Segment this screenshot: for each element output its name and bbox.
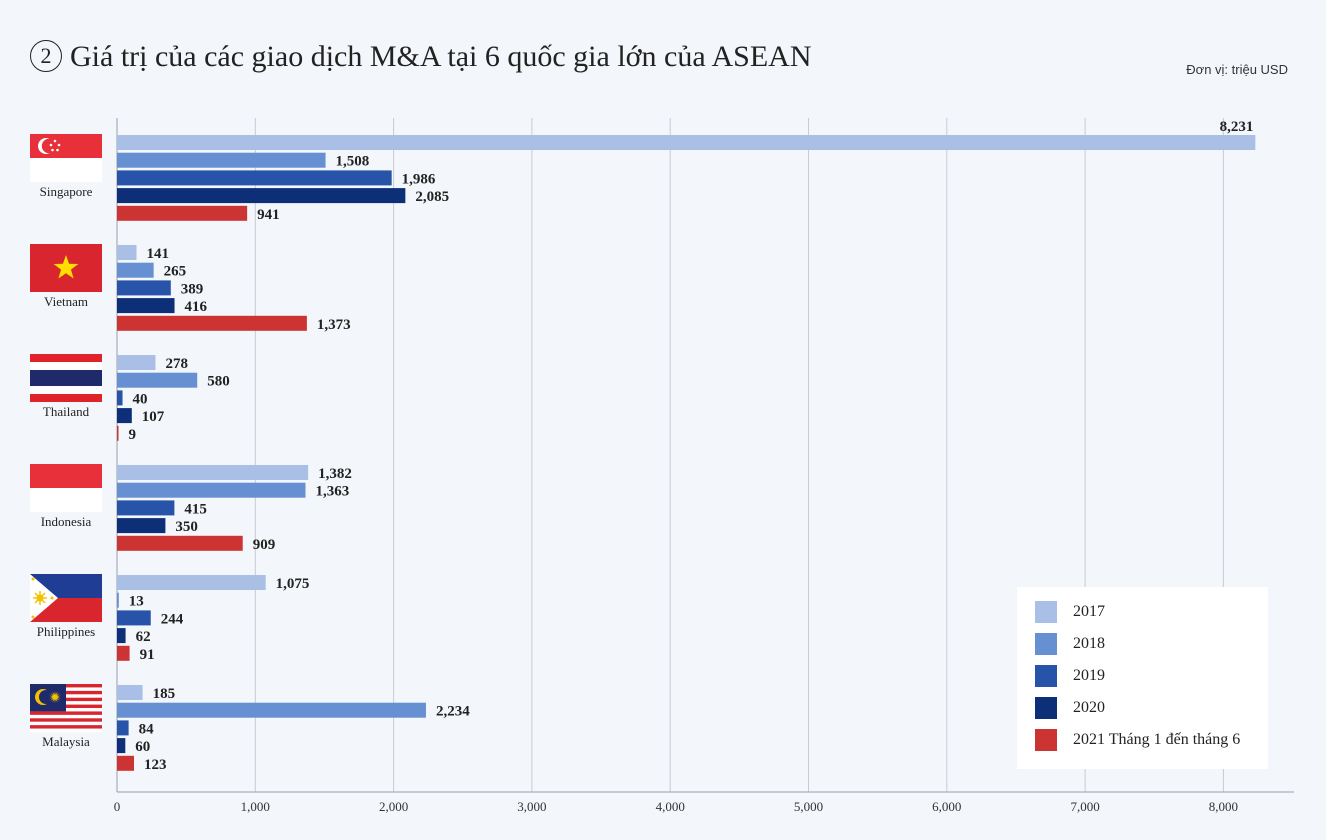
legend-swatch-2020: [1035, 697, 1057, 719]
value-label: 1,508: [336, 154, 370, 170]
bar-philippines-2017: [117, 575, 266, 590]
legend-swatch-2017: [1035, 601, 1057, 623]
legend-swatch-2018: [1035, 633, 1057, 655]
country-label-thailand: Thailand: [43, 404, 90, 419]
thailand-flag: [30, 354, 102, 402]
bar-vietnam-2021: [117, 315, 307, 331]
country-label-singapore: Singapore: [40, 184, 93, 199]
value-label: 107: [142, 409, 165, 425]
value-label: 60: [135, 739, 150, 755]
value-label: 416: [185, 299, 208, 315]
bar-malaysia-2019: [117, 720, 129, 736]
bar-malaysia-2020: [117, 738, 126, 754]
value-label: 580: [207, 374, 230, 390]
value-label: 1,373: [317, 317, 351, 333]
value-label: 278: [165, 356, 188, 372]
value-label: 265: [164, 264, 187, 280]
legend-label-2021: 2021 Tháng 1 đến tháng 6: [1073, 731, 1241, 748]
value-label: 40: [133, 391, 148, 407]
country-label-vietnam: Vietnam: [44, 294, 88, 309]
value-label: 389: [181, 281, 204, 297]
bar-singapore-2021: [117, 205, 248, 221]
legend-swatch-2021: [1035, 729, 1057, 751]
bar-vietnam-2018: [117, 262, 154, 278]
bar-singapore-2017: [117, 135, 1256, 150]
x-tick-label: 8,000: [1209, 799, 1238, 814]
malaysia-flag: [30, 684, 102, 733]
legend-label-2019: 2019: [1073, 667, 1105, 684]
bar-vietnam-2017: [117, 245, 137, 260]
bar-vietnam-2020: [117, 298, 175, 314]
legend: 2017 2018 2019 2020 2021 Tháng 1 đến thá…: [1017, 587, 1268, 769]
bar-philippines-2021: [117, 645, 130, 661]
value-label: 91: [140, 647, 155, 663]
bar-philippines-2019: [117, 610, 151, 626]
bar-thailand-2020: [117, 408, 132, 424]
legend-label-2020: 2020: [1073, 699, 1105, 716]
bar-singapore-2020: [117, 188, 406, 204]
value-label: 141: [147, 246, 170, 262]
indonesia-flag: [30, 464, 102, 512]
singapore-flag: [30, 134, 102, 182]
philippines-flag: [30, 574, 102, 622]
bar-philippines-2018: [117, 592, 119, 608]
bar-philippines-2020: [117, 628, 126, 644]
bar-malaysia-2018: [117, 702, 426, 718]
value-label: 1,986: [402, 171, 436, 187]
value-label: 941: [257, 207, 280, 223]
value-label: 1,363: [316, 484, 350, 500]
bar-thailand-2017: [117, 355, 156, 370]
value-label: 185: [153, 686, 176, 702]
x-tick-label: 5,000: [794, 799, 823, 814]
bar-indonesia-2017: [117, 465, 309, 480]
value-label: 8,231: [1220, 119, 1254, 135]
x-tick-label: 3,000: [517, 799, 546, 814]
title-text: Giá trị của các giao dịch M&A tại 6 quốc…: [70, 40, 812, 73]
x-tick-label: 4,000: [656, 799, 685, 814]
x-tick-label: 0: [114, 799, 121, 814]
x-tick-label: 2,000: [379, 799, 408, 814]
bar-indonesia-2018: [117, 482, 306, 498]
bar-singapore-2019: [117, 170, 392, 186]
value-label: 244: [161, 611, 184, 627]
value-label: 123: [144, 757, 167, 773]
bar-indonesia-2021: [117, 535, 243, 551]
bar-malaysia-2017: [117, 685, 143, 700]
value-label: 909: [253, 537, 276, 553]
value-label: 2,234: [436, 704, 470, 720]
legend-swatch-2019: [1035, 665, 1057, 687]
unit-label: Đơn vị: triệu USD: [1186, 62, 1288, 77]
bar-indonesia-2019: [117, 500, 175, 516]
value-label: 415: [184, 501, 207, 517]
value-label: 84: [139, 721, 155, 737]
title-number: 2: [30, 40, 62, 72]
chart-title: 2 Giá trị của các giao dịch M&A tại 6 quố…: [30, 40, 812, 74]
x-tick-label: 6,000: [932, 799, 961, 814]
value-label: 9: [129, 427, 137, 443]
value-label: 62: [136, 629, 151, 645]
country-label-malaysia: Malaysia: [42, 734, 90, 749]
value-label: 13: [129, 594, 144, 610]
value-label: 350: [175, 519, 198, 535]
bar-vietnam-2019: [117, 280, 171, 296]
country-label-indonesia: Indonesia: [41, 514, 92, 529]
legend-label-2017: 2017: [1073, 603, 1105, 620]
bar-thailand-2018: [117, 372, 198, 388]
value-label: 1,382: [318, 466, 352, 482]
x-tick-label: 1,000: [241, 799, 270, 814]
bar-singapore-2018: [117, 152, 326, 168]
value-label: 2,085: [415, 189, 449, 205]
bar-thailand-2019: [117, 390, 123, 406]
legend-label-2018: 2018: [1073, 635, 1105, 652]
vietnam-flag: [30, 244, 102, 292]
x-tick-label: 7,000: [1070, 799, 1099, 814]
country-label-philippines: Philippines: [37, 624, 96, 639]
bar-thailand-2021: [117, 425, 119, 441]
bar-indonesia-2020: [117, 518, 166, 534]
value-label: 1,075: [276, 576, 310, 592]
bar-malaysia-2021: [117, 755, 135, 771]
